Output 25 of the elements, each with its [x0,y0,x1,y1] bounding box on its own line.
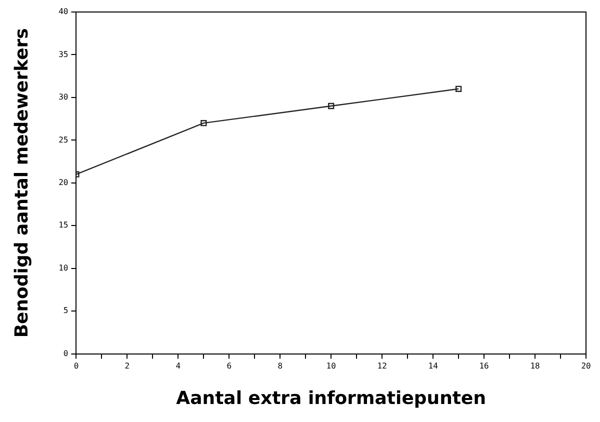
y-tick-label: 30 [58,92,68,102]
x-tick-label: 10 [326,362,336,371]
x-tick-label: 2 [124,362,130,371]
y-tick-label: 40 [58,7,68,16]
x-tick-label: 0 [74,362,79,371]
x-tick-label: 6 [226,362,232,371]
x-tick-label: 4 [176,362,181,371]
y-tick-label: 15 [58,220,68,230]
x-axis-title: Aantal extra informatiepunten [176,388,486,409]
y-tick-label: 20 [58,178,68,187]
point [200,120,207,126]
y-tick-label: 25 [58,135,68,144]
y-axis-title: Benodigd aantal medewerkers [11,28,32,338]
point [455,86,462,92]
x-tick-label: 14 [428,362,438,371]
x-tick-label: 18 [530,362,540,371]
y-tick-label: 0 [63,348,68,358]
x-tick-label: 20 [581,362,591,371]
x-tick-label: 16 [479,362,490,371]
y-tick-label: 5 [63,306,68,316]
x-tick-label: 8 [278,362,283,371]
x-tick-label: 12 [377,362,388,371]
y-tick-label: 10 [58,263,68,272]
point [328,102,334,110]
y-tick-label: 35 [58,50,68,59]
